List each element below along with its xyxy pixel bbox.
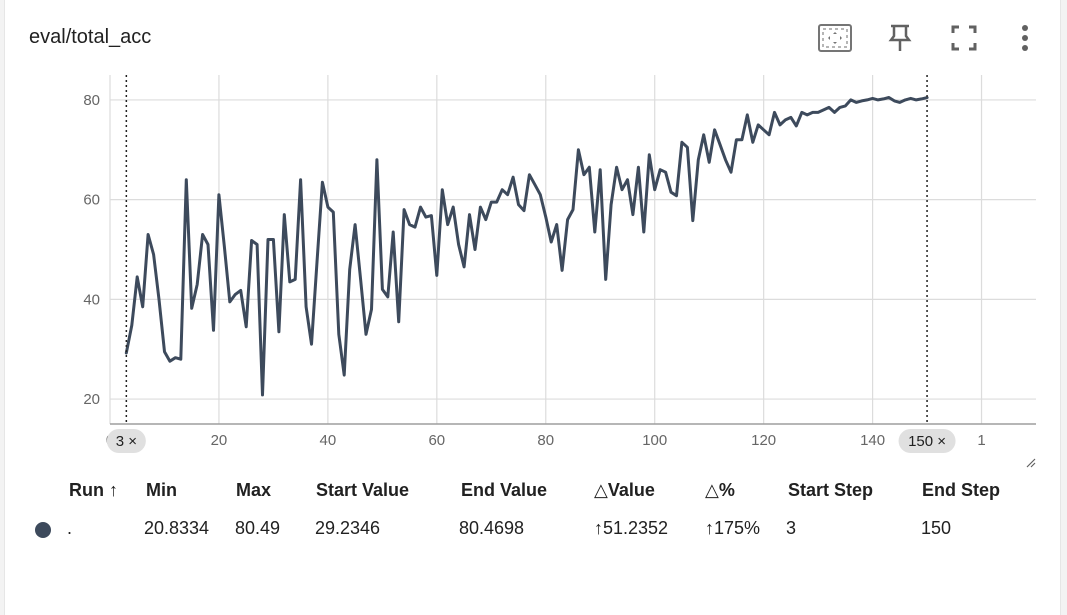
step-markers: 3 × 150 × — [106, 75, 956, 453]
x-tick-label: 140 — [860, 432, 885, 449]
step-start-chip-bg — [106, 429, 146, 453]
series-line — [124, 96, 929, 397]
col-start-step-header[interactable]: Start Step — [788, 480, 874, 500]
more-options-button[interactable] — [1007, 20, 1043, 56]
x-tick-label: 1 — [977, 432, 985, 449]
x-tick-label: 100 — [642, 432, 667, 449]
run-color-swatch[interactable] — [35, 522, 51, 538]
step-end-chip-label: 150 × — [908, 433, 946, 450]
y-tick-label: 80 — [83, 92, 100, 109]
cell-delta-value: ↑51.2352 — [594, 518, 669, 538]
cell-start-value: 29.2346 — [315, 518, 381, 538]
x-tick-label: 60 — [428, 432, 445, 449]
scalar-card: eval/total_acc 2040608002040608010012014… — [4, 0, 1061, 615]
cell-delta-pct: ↑175% — [705, 518, 761, 538]
cell-max: 80.49 — [235, 518, 281, 538]
fullscreen-icon — [951, 25, 977, 51]
step-start-chip-label: 3 × — [116, 433, 137, 450]
col-run-header[interactable]: Run ↑ — [69, 480, 118, 500]
line-chart[interactable]: 204060800204060801001201401 3 ×150 × — [5, 0, 1062, 470]
chart-grid — [109, 75, 1036, 424]
chart-series — [124, 96, 929, 397]
col-delta-pct-header[interactable]: △% — [705, 480, 735, 500]
col-end-value-header[interactable]: End Value — [461, 480, 548, 500]
col-delta-value-header[interactable]: △Value — [594, 480, 655, 500]
col-min-header[interactable]: Min — [146, 480, 177, 500]
x-tick-label: 20 — [211, 432, 228, 449]
resize-handle-icon[interactable] — [1025, 457, 1037, 469]
fit-domain-icon — [818, 24, 852, 52]
pin-icon — [888, 24, 912, 51]
x-tick-label: 80 — [537, 432, 554, 449]
pin-button[interactable] — [882, 20, 918, 56]
step-end-chip[interactable]: 150 × — [898, 429, 956, 453]
col-end-step-header[interactable]: End Step — [922, 480, 1001, 500]
cell-min: 20.8334 — [144, 518, 210, 538]
fit-domain-button[interactable] — [817, 20, 853, 56]
step-end-chip-bg — [898, 429, 956, 453]
y-tick-label: 20 — [83, 391, 100, 408]
x-tick-label: 120 — [751, 432, 776, 449]
col-start-value-header[interactable]: Start Value — [316, 480, 410, 500]
cell-start-step: 3 — [786, 518, 797, 538]
cell-end-value: 80.4698 — [459, 518, 525, 538]
y-tick-label: 40 — [83, 291, 100, 308]
fullscreen-button[interactable] — [946, 20, 982, 56]
col-max-header[interactable]: Max — [236, 480, 272, 500]
more-vert-icon — [1022, 25, 1028, 51]
step-start-chip[interactable]: 3 × — [106, 429, 146, 453]
x-tick-label: 40 — [320, 432, 337, 449]
card-title: eval/total_acc — [29, 26, 152, 48]
cell-end-step: 150 — [921, 518, 952, 538]
y-tick-label: 60 — [83, 192, 100, 209]
cell-run: . — [67, 518, 73, 538]
